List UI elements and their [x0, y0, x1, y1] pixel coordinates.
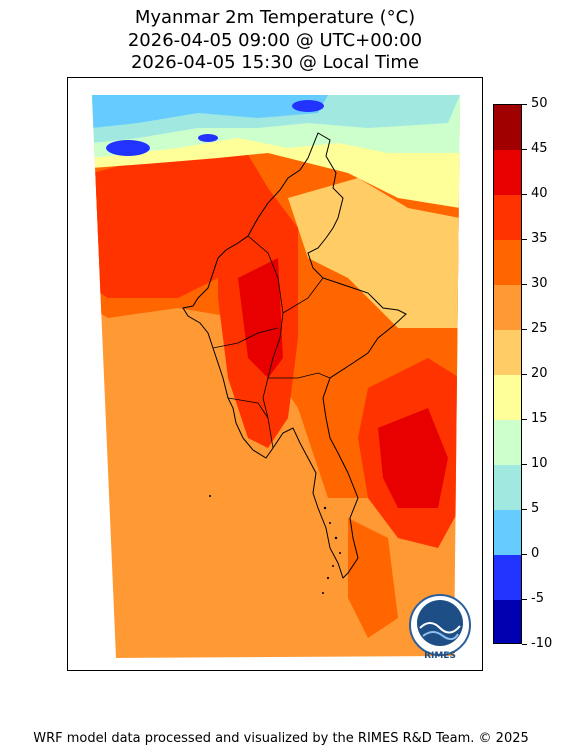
temperature-field-40-45-east — [378, 408, 448, 508]
colorbar-bin — [494, 240, 521, 286]
colorbar-tick-mark — [522, 194, 527, 195]
temperature-field-minus5-0-patch — [198, 134, 218, 142]
colorbar-bin — [494, 285, 521, 331]
colorbar-tick-mark — [522, 104, 527, 105]
colorbar-tick-label: 40 — [531, 186, 548, 201]
colorbar-tick-label: 20 — [531, 366, 548, 381]
colorbar-tick-label: 0 — [531, 546, 540, 561]
colorbar-bin — [494, 420, 521, 466]
temperature-field-minus5-0-west — [106, 140, 150, 156]
colorbar-tick-mark — [522, 554, 527, 555]
colorbar-tick-mark — [522, 149, 527, 150]
temperature-field-0-5 — [92, 95, 328, 128]
colorbar-tick-label: 25 — [531, 321, 548, 336]
colorbar-bin — [494, 330, 521, 376]
temperature-field-20-25 — [288, 178, 460, 328]
colorbar-tick-mark — [522, 464, 527, 465]
colorbar-tick-mark — [522, 509, 527, 510]
colorbar-tick-mark — [522, 239, 527, 240]
map-title-line-2: 2026-04-05 09:00 @ UTC+00:00 — [127, 30, 423, 51]
temperature-field-30-35-south — [348, 518, 398, 638]
colorbar-bin — [494, 150, 521, 196]
colorbar-tick-mark — [522, 374, 527, 375]
footer-credit: WRF model data processed and visualized … — [33, 731, 529, 746]
colorbar-tick-label: 30 — [531, 276, 548, 291]
temperature-map: RIMES — [92, 95, 471, 661]
myanmar-boundary — [182, 132, 407, 579]
colorbar-bin — [494, 375, 521, 421]
colorbar-tick-label: 50 — [531, 96, 548, 111]
division-line-1 — [247, 235, 284, 449]
colorbar-tick-mark — [522, 644, 527, 645]
colorbar-bin — [494, 105, 521, 151]
colorbar-tick-label: 35 — [531, 231, 548, 246]
colorbar-tick-label: -5 — [531, 591, 544, 606]
colorbar-tick-mark — [522, 329, 527, 330]
map-title-line-3: 2026-04-05 15:30 @ Local Time — [130, 52, 420, 73]
temperature-field-minus5-0-north — [292, 100, 324, 112]
temperature-field-40-45-central — [238, 258, 283, 378]
colorbar-tick-label: 15 — [531, 411, 548, 426]
colorbar-bin — [494, 555, 521, 601]
division-line-2 — [268, 277, 331, 379]
division-line-3 — [212, 327, 279, 419]
map-frame: RIMES — [67, 77, 483, 671]
colorbar-tick-mark — [522, 599, 527, 600]
rimes-logo: RIMES — [409, 594, 471, 661]
map-title-line-1: Myanmar 2m Temperature (°C) — [134, 7, 416, 28]
colorbar-tick-label: 10 — [531, 456, 548, 471]
colorbar-bin — [494, 600, 521, 643]
colorbar-bin — [494, 465, 521, 511]
colorbar-bin — [494, 510, 521, 556]
colorbar-tick-mark — [522, 284, 527, 285]
coastal-islands — [209, 495, 341, 594]
colorbar-tick-label: -10 — [531, 636, 553, 651]
rimes-logo-text: RIMES — [424, 651, 456, 661]
colorbar-bin — [494, 195, 521, 241]
temperature-colorbar — [493, 104, 522, 644]
colorbar-tick-label: 5 — [531, 501, 540, 516]
colorbar-tick-mark — [522, 419, 527, 420]
colorbar-tick-label: 45 — [531, 141, 548, 156]
